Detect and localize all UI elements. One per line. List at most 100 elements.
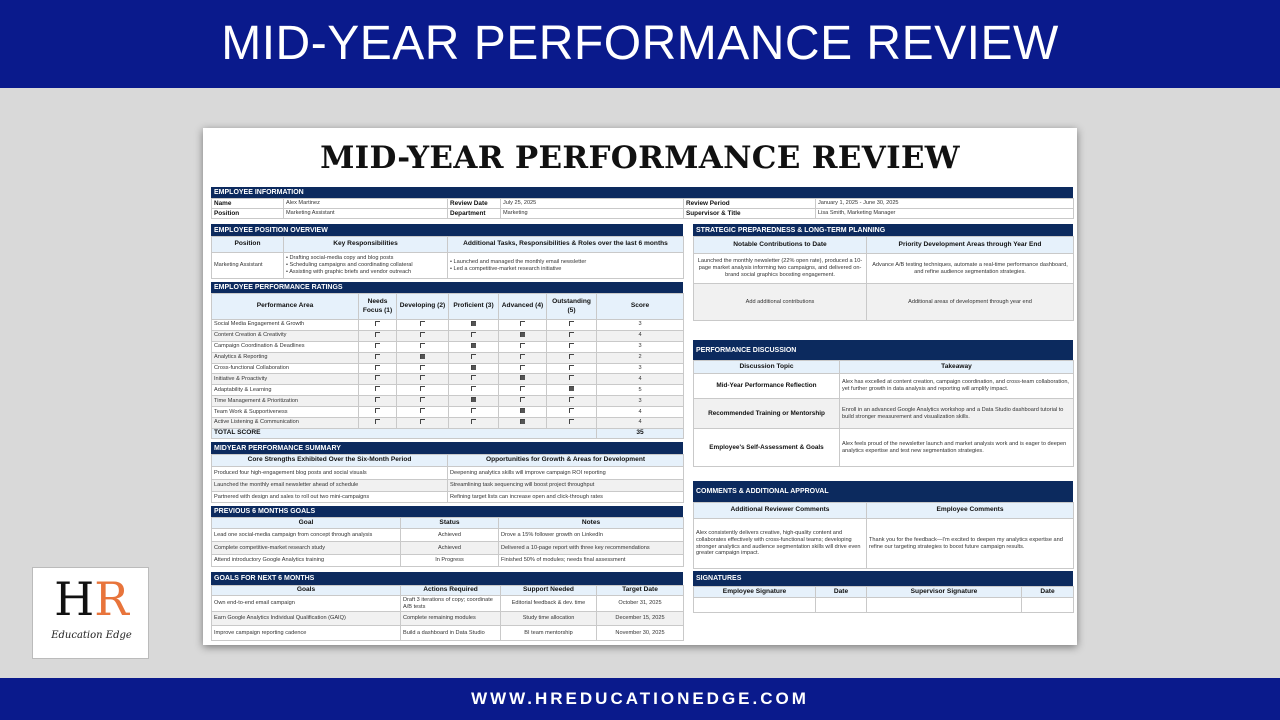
- rating-cell: [546, 384, 597, 397]
- rating-checkbox[interactable]: [420, 408, 425, 414]
- rating-cell: [358, 395, 397, 408]
- table-row: Employee's Self-Assessment & Goals Alex f…: [693, 428, 1074, 467]
- rating-cell: [448, 395, 499, 408]
- section-header: MIDYEAR PERFORMANCE SUMMARY: [211, 442, 683, 454]
- rating-cell: [448, 417, 499, 429]
- rating-checkbox[interactable]: [520, 397, 525, 403]
- rating-checkbox[interactable]: [375, 418, 380, 424]
- rating-checkbox[interactable]: [471, 386, 476, 392]
- rating-checkbox[interactable]: [569, 375, 574, 381]
- column-header-row: Core Strengths Exhibited Over the Six-Mo…: [211, 454, 684, 467]
- data-table: Position Key Responsibilities Additional T…: [211, 236, 684, 279]
- rating-row: Analytics & Reporting 2: [211, 351, 684, 364]
- rating-checkbox[interactable]: [569, 320, 574, 326]
- column-header: Developing (2): [396, 293, 449, 320]
- rating-cell: [396, 329, 449, 342]
- table-row: Add additional contributions Additional a…: [693, 283, 1074, 321]
- rating-row: Cross-functional Collaboration 3: [211, 362, 684, 375]
- rating-cell: [498, 340, 547, 353]
- rating-checkbox[interactable]: [420, 331, 425, 337]
- rating-checkbox[interactable]: [520, 386, 525, 392]
- rating-checkbox[interactable]: [569, 386, 574, 392]
- signature-field[interactable]: [1021, 597, 1074, 613]
- signature-field[interactable]: [693, 597, 816, 613]
- rating-row: Content Creation & Creativity 4: [211, 329, 684, 342]
- rating-checkbox[interactable]: [375, 375, 380, 381]
- rating-checkbox[interactable]: [520, 375, 525, 381]
- rating-checkbox[interactable]: [375, 342, 380, 348]
- info-value: January 1, 2025 - June 30, 2025: [815, 198, 1074, 209]
- rating-checkbox[interactable]: [520, 331, 525, 337]
- rating-checkbox[interactable]: [569, 397, 574, 403]
- performance-area: Analytics & Reporting: [211, 351, 359, 364]
- rating-checkbox[interactable]: [520, 418, 525, 424]
- table-cell: Improve campaign reporting cadence: [211, 625, 401, 641]
- rating-checkbox[interactable]: [420, 364, 425, 370]
- rating-checkbox[interactable]: [471, 375, 476, 381]
- rating-checkbox[interactable]: [520, 353, 525, 359]
- hr-education-edge-logo: HR Education Edge: [32, 567, 149, 659]
- rating-checkbox[interactable]: [569, 418, 574, 424]
- rating-checkbox[interactable]: [471, 397, 476, 403]
- section-header: STRATEGIC PREPAREDNESS & LONG-TERM PLANN…: [693, 224, 1073, 236]
- column-header: Employee Comments: [866, 502, 1074, 519]
- column-header: Goals: [211, 585, 401, 596]
- rating-checkbox[interactable]: [420, 342, 425, 348]
- performance-area: Social Media Engagement & Growth: [211, 319, 359, 331]
- signature-field[interactable]: [815, 597, 867, 613]
- table-cell: Employee's Self-Assessment & Goals: [693, 428, 840, 467]
- rating-checkbox[interactable]: [420, 353, 425, 359]
- rating-checkbox[interactable]: [520, 408, 525, 414]
- table-row: Launched the monthly email newsletter ah…: [211, 479, 684, 492]
- signature-field[interactable]: [866, 597, 1022, 613]
- column-header-row: Employee Signature Date Supervisor Signatu…: [693, 586, 1074, 598]
- rating-checkbox[interactable]: [569, 331, 574, 337]
- rating-checkbox[interactable]: [569, 342, 574, 348]
- rating-cell: [396, 340, 449, 353]
- rating-checkbox[interactable]: [520, 320, 525, 326]
- rating-cell: [358, 329, 397, 342]
- rating-checkbox[interactable]: [520, 342, 525, 348]
- table-cell: Delivered a 10-page report with three ke…: [498, 541, 684, 555]
- website-url[interactable]: WWW.HREDUCATIONEDGE.COM: [0, 678, 1280, 720]
- rating-checkbox[interactable]: [471, 364, 476, 370]
- table-cell: Finished 50% of modules; needs final ass…: [498, 554, 684, 567]
- rating-checkbox[interactable]: [420, 375, 425, 381]
- review-document: MID-YEAR PERFORMANCE REVIEW EMPLOYEE POS…: [203, 128, 1077, 645]
- rating-checkbox[interactable]: [471, 331, 476, 337]
- rating-checkbox[interactable]: [420, 397, 425, 403]
- section-header: PREVIOUS 6 MONTHS GOALS: [211, 506, 683, 517]
- rating-checkbox[interactable]: [375, 408, 380, 414]
- table-cell: November 30, 2025: [596, 625, 684, 641]
- rating-checkbox[interactable]: [471, 408, 476, 414]
- performance-area: Team Work & Supportiveness: [211, 406, 359, 419]
- rating-checkbox[interactable]: [375, 320, 380, 326]
- rating-checkbox[interactable]: [375, 364, 380, 370]
- rating-cell: [546, 406, 597, 419]
- rating-checkbox[interactable]: [375, 386, 380, 392]
- table-row: Attend introductory Google Analytics tra…: [211, 554, 684, 567]
- rating-checkbox[interactable]: [420, 386, 425, 392]
- table-cell: Additional areas of development through …: [866, 283, 1074, 321]
- rating-checkbox[interactable]: [375, 397, 380, 403]
- rating-checkbox[interactable]: [471, 353, 476, 359]
- rating-checkbox[interactable]: [375, 331, 380, 337]
- rating-checkbox[interactable]: [375, 353, 380, 359]
- score: 4: [596, 406, 684, 419]
- rating-checkbox[interactable]: [471, 342, 476, 348]
- rating-checkbox[interactable]: [569, 408, 574, 414]
- table-cell: In Progress: [400, 554, 499, 567]
- rating-checkbox[interactable]: [471, 418, 476, 424]
- section-header: SIGNATURES: [693, 571, 1073, 586]
- table-cell: Achieved: [400, 528, 499, 542]
- rating-checkbox[interactable]: [569, 364, 574, 370]
- column-header: Date: [815, 586, 867, 598]
- rating-checkbox[interactable]: [420, 320, 425, 326]
- rating-checkbox[interactable]: [520, 364, 525, 370]
- rating-cell: [396, 406, 449, 419]
- rating-checkbox[interactable]: [420, 418, 425, 424]
- column-header: Takeaway: [839, 360, 1074, 374]
- rating-checkbox[interactable]: [569, 353, 574, 359]
- table-cell: December 15, 2025: [596, 611, 684, 626]
- rating-checkbox[interactable]: [471, 320, 476, 326]
